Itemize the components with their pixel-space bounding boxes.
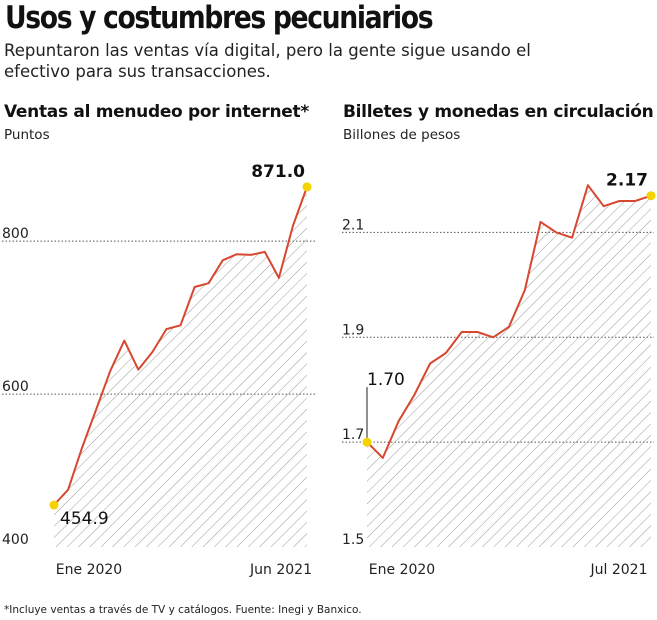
end-point-marker <box>302 182 312 192</box>
left-chart-unit: Puntos <box>4 127 50 143</box>
right-chart-title: Billetes y monedas en circulación <box>343 102 654 122</box>
cash-circulation-chart: 1.5 1.7 1.9 2.1 1.70 2.17 Ene 2020 Jul 2021 <box>342 171 656 578</box>
x-axis-start-label: Ene 2020 <box>369 562 435 578</box>
y-tick-label: 2.1 <box>342 217 364 233</box>
area-fill <box>54 186 307 547</box>
x-axis-end-label: Jul 2021 <box>590 562 648 578</box>
start-point-marker <box>49 500 59 510</box>
series-line <box>53 186 308 506</box>
y-tick-label: 600 <box>2 379 29 395</box>
y-tick-label: 1.7 <box>342 427 364 443</box>
internet-sales-chart: 400 600 800 454.9 871.0 Ene 2020 Jun 2021 <box>2 162 316 578</box>
end-point-marker <box>646 191 656 201</box>
y-tick-label: 1.9 <box>342 322 364 338</box>
start-point-marker <box>362 437 372 447</box>
subtitle: Repuntaron las ventas vía digital, pero … <box>4 41 531 81</box>
end-value-label: 871.0 <box>251 162 305 182</box>
right-chart-unit: Billones de pesos <box>343 127 461 143</box>
start-value-label: 1.70 <box>367 370 405 390</box>
y-tick-label: 400 <box>2 532 29 548</box>
area-fill <box>367 185 651 547</box>
end-value-label: 2.17 <box>606 171 648 191</box>
series-line <box>366 184 652 459</box>
main-title: Usos y costumbres pecuniarios <box>5 0 434 36</box>
x-axis-end-label: Jun 2021 <box>249 562 312 578</box>
x-axis-start-label: Ene 2020 <box>56 562 122 578</box>
start-value-label: 454.9 <box>60 509 109 529</box>
left-chart-title: Ventas al menudeo por internet* <box>4 102 309 122</box>
y-tick-label: 1.5 <box>342 532 364 548</box>
y-tick-label: 800 <box>2 226 29 242</box>
footnote: *Incluye ventas a través de TV y catálog… <box>4 604 362 616</box>
